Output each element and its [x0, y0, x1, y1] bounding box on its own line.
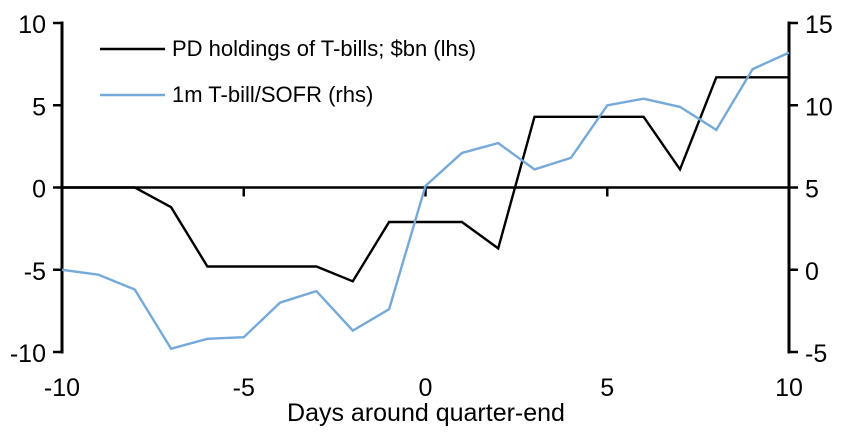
right-axis-tick-label: 5: [805, 176, 819, 204]
series-line-pd-holdings: [62, 76, 789, 283]
x-axis-tick-label: 0: [419, 374, 433, 402]
series-line-tbill-sofr: [61, 51, 790, 351]
left-axis-tick-label: -10: [10, 340, 46, 368]
data-series-layer: [61, 51, 790, 351]
left-axis-tick-label: 5: [32, 93, 46, 121]
left-axis-tick-label: -5: [24, 258, 46, 286]
right-axis-tick-label: -5: [805, 340, 827, 368]
right-axis-tick-label: 15: [805, 11, 833, 39]
legend-label-pd-holdings: PD holdings of T-bills; $bn (lhs): [172, 36, 476, 61]
x-axis-title: Days around quarter-end: [287, 399, 565, 427]
legend-label-tbill-sofr: 1m T-bill/SOFR (rhs): [172, 82, 373, 107]
left-axis-tick-label: 0: [32, 176, 46, 204]
x-axis-tick-label: -10: [44, 374, 80, 402]
right-axis-tick-label: 10: [805, 93, 833, 121]
x-axis-tick-label: 10: [775, 374, 803, 402]
legend: PD holdings of T-bills; $bn (lhs) 1m T-b…: [100, 36, 476, 107]
x-axis-tick-label: 5: [600, 374, 614, 402]
x-axis-tick-label: -5: [233, 374, 255, 402]
left-axis-tick-label: 10: [18, 11, 46, 39]
right-axis-tick-label: 0: [805, 258, 819, 286]
tick-labels-layer: 10 5 0 -5 -10 15 10 5 0 -5 -10 -5 0 5 10: [10, 11, 833, 402]
